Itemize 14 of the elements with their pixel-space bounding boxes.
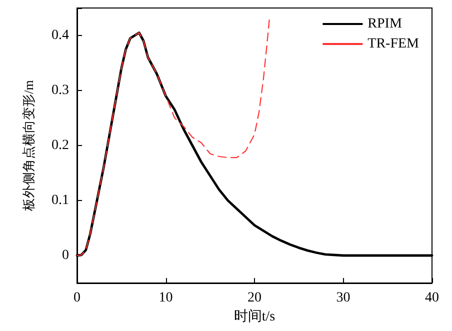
legend-label: RPIM — [368, 16, 402, 32]
x-axis-title: 时间t/s — [234, 308, 276, 324]
x-tick-label: 0 — [74, 290, 80, 306]
x-tick-label: 40 — [425, 290, 439, 306]
y-tick-label: 0.1 — [52, 193, 69, 208]
legend-label: TR-FEM — [368, 36, 420, 52]
y-tick-label: 0 — [62, 248, 69, 263]
x-tick-label: 10 — [158, 290, 173, 306]
y-tick-label: 0.3 — [52, 83, 69, 98]
x-tick-label: 20 — [248, 290, 262, 306]
y-tick-label: 0.2 — [52, 138, 69, 153]
y-axis-title: 板外侧角点横向变形/m — [21, 80, 36, 212]
x-tick-label: 30 — [336, 290, 350, 306]
y-tick-label: 0.4 — [52, 28, 69, 43]
